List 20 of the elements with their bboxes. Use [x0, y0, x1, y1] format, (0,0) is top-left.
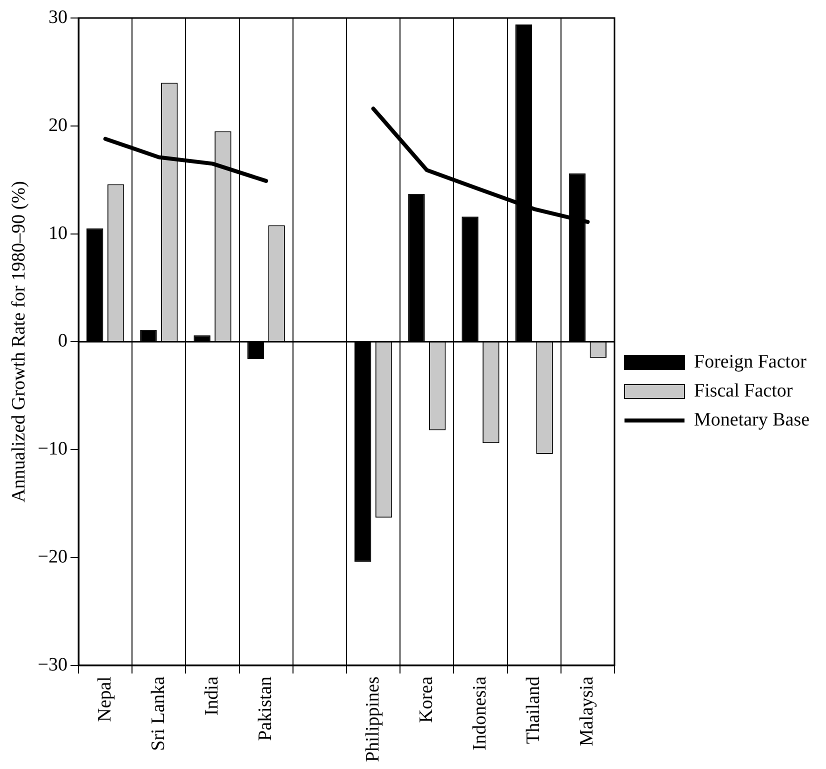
x-tick-label: India [201, 676, 222, 716]
x-tick-label: Malaysia [576, 676, 598, 746]
x-tick-label: Sri Lanka [148, 676, 169, 751]
x-tick-label: Thailand [523, 676, 544, 744]
x-tick-label: Philippines [362, 676, 384, 762]
legend-label: Foreign Factor [694, 351, 808, 372]
x-tick-label: Indonesia [469, 676, 490, 750]
x-tick-label: Pakistan [255, 676, 276, 741]
y-axis-title: Annualized Growth Rate for 1980–90 (%) [8, 181, 30, 502]
legend-label: Monetary Base [694, 409, 810, 430]
x-tick-label: Korea [416, 676, 437, 723]
y-tick-label: −10 [38, 438, 68, 460]
x-tick-label: Nepal [94, 676, 116, 722]
y-tick-label: 0 [58, 330, 68, 352]
y-tick-label: −20 [38, 546, 68, 568]
y-tick-label: −30 [38, 654, 68, 676]
y-tick-label: 30 [48, 6, 68, 28]
legend-label: Fiscal Factor [694, 380, 794, 402]
y-tick-label: 10 [48, 222, 68, 244]
y-tick-label: 20 [48, 114, 68, 136]
